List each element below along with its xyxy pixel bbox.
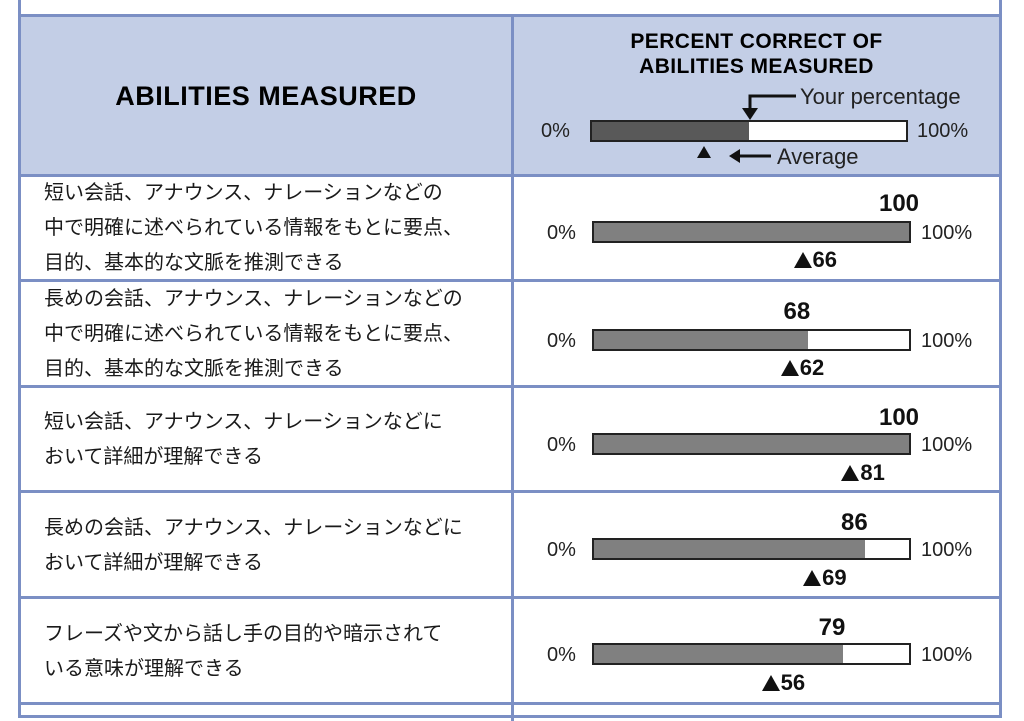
legend-example-fill	[592, 122, 749, 140]
average-value: 69	[822, 565, 847, 590]
ability-text-line: 中で明確に述べられている情報をもとに要点、	[44, 215, 463, 239]
bar-max-label: 100%	[921, 644, 973, 666]
bar-max-label: 100%	[921, 222, 973, 244]
ability-description: 短い会話、アナウンス、ナレーションなどの 中で明確に述べられている情報をもとに要…	[44, 175, 504, 280]
score-bar	[592, 221, 911, 243]
table-frame	[18, 0, 1002, 718]
bar-max-label: 100%	[921, 539, 973, 561]
ability-text-line: フレーズや文から話し手の目的や暗示されて	[44, 621, 443, 645]
average-score: 69	[803, 565, 847, 591]
ability-text-line: いる意味が理解できる	[44, 656, 244, 680]
score-bar	[592, 329, 911, 351]
legend-example-bar	[590, 120, 908, 142]
average-score: 56	[761, 670, 806, 696]
ability-text-line: おいて詳細が理解できる	[44, 550, 263, 574]
average-marker-icon	[780, 360, 799, 376]
abilities-measured-heading: ABILITIES MEASURED	[115, 81, 417, 111]
average-marker-icon	[761, 675, 780, 691]
score-bar	[592, 538, 911, 560]
average-value: 81	[860, 460, 885, 485]
ability-description: 長めの会話、アナウンス、ナレーションなどの 中で明確に述べられている情報をもとに…	[44, 281, 504, 386]
ability-text-line: 短い会話、アナウンス、ナレーションなどに	[44, 409, 443, 433]
average-score: 81	[841, 460, 885, 486]
row-divider	[18, 596, 1002, 599]
ability-description: フレーズや文から話し手の目的や暗示されて いる意味が理解できる	[44, 616, 504, 686]
your-percentage-arrow-icon	[742, 94, 796, 120]
ability-description: 長めの会話、アナウンス、ナレーションなどに おいて詳細が理解できる	[44, 510, 504, 580]
average-score: 62	[780, 355, 825, 381]
your-score: 86	[840, 509, 868, 536]
score-bar-fill	[594, 435, 909, 453]
ability-text-line: おいて詳細が理解できる	[44, 444, 263, 468]
column-divider	[511, 14, 514, 721]
your-score: 100	[878, 404, 920, 431]
your-score: 79	[818, 614, 846, 641]
bar-min-label: 0%	[547, 539, 576, 561]
row-divider	[18, 279, 1002, 282]
table-header: ABILITIES MEASURED PERCENT CORRECT OF AB…	[21, 17, 999, 176]
average-label: Average	[777, 144, 859, 169]
average-value: 56	[780, 670, 806, 695]
percent-correct-heading-line1: PERCENT CORRECT OF	[630, 30, 883, 53]
average-marker-icon	[841, 465, 860, 481]
your-score: 100	[878, 190, 920, 217]
your-percentage-label: Your percentage	[800, 84, 961, 109]
percent-correct-heading: PERCENT CORRECT OF ABILITIES MEASURED	[514, 29, 999, 79]
row-divider	[18, 490, 1002, 493]
score-bar-fill	[594, 645, 843, 663]
bar-max-label: 100%	[921, 434, 973, 456]
bar-min-label: 0%	[547, 644, 576, 666]
average-value: 62	[799, 355, 825, 380]
score-bar	[592, 643, 911, 665]
score-bar-fill	[594, 540, 865, 558]
row-divider	[18, 174, 1002, 177]
score-bar	[592, 433, 911, 455]
ability-text-line: 長めの会話、アナウンス、ナレーションなどの	[44, 286, 463, 310]
ability-text-line: 短い会話、アナウンス、ナレーションなどの	[44, 180, 443, 204]
average-marker-icon	[793, 252, 812, 268]
legend-min-label: 0%	[541, 120, 570, 142]
row-divider	[18, 385, 1002, 388]
table-bottom-border	[18, 702, 1002, 705]
bar-min-label: 0%	[547, 330, 576, 352]
bar-min-label: 0%	[547, 434, 576, 456]
ability-text-line: 長めの会話、アナウンス、ナレーションなどに	[44, 515, 463, 539]
percent-correct-heading-line2: ABILITIES MEASURED	[639, 55, 874, 78]
average-value: 66	[812, 247, 838, 272]
ability-text-line: 目的、基本的な文脈を推測できる	[44, 250, 344, 274]
score-bar-fill	[594, 223, 909, 241]
ability-text-line: 目的、基本的な文脈を推測できる	[44, 356, 344, 380]
legend-max-label: 100%	[917, 120, 969, 142]
your-score: 68	[783, 298, 811, 325]
bar-min-label: 0%	[547, 222, 576, 244]
average-score: 66	[793, 247, 838, 273]
ability-description: 短い会話、アナウンス、ナレーションなどに おいて詳細が理解できる	[44, 404, 504, 474]
average-marker-icon	[803, 570, 822, 586]
average-arrow-icon	[729, 149, 771, 163]
average-marker-icon	[697, 146, 711, 158]
bar-max-label: 100%	[921, 330, 973, 352]
top-border	[18, 14, 1002, 17]
score-bar-fill	[594, 331, 809, 349]
ability-text-line: 中で明確に述べられている情報をもとに要点、	[44, 321, 463, 345]
